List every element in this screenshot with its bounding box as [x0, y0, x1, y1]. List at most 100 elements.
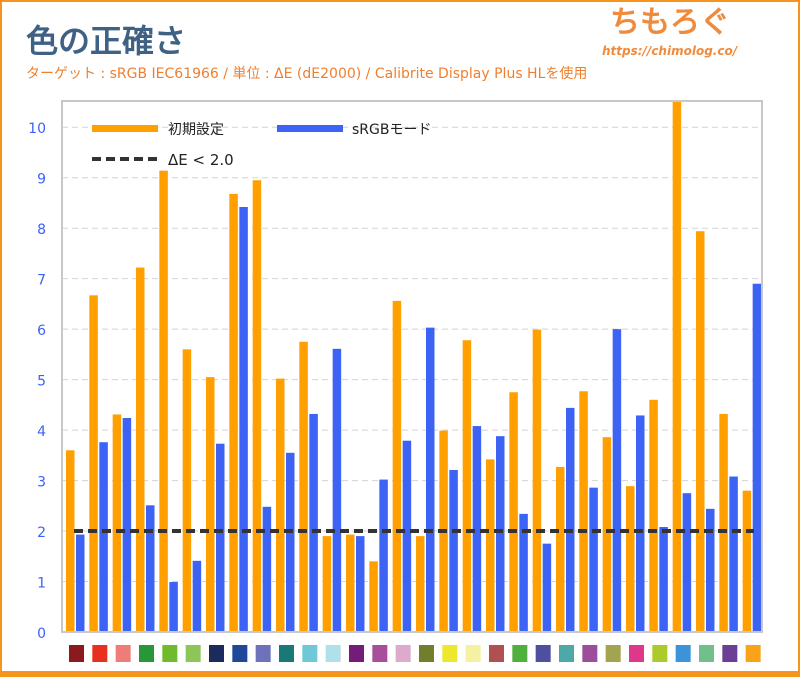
color-swatch — [722, 645, 738, 662]
bar-default — [556, 466, 565, 632]
bottom-accent-bar — [2, 671, 798, 675]
color-swatch — [535, 645, 551, 662]
y-tick-label: 10 — [28, 121, 46, 137]
bar-srgb — [402, 440, 412, 632]
bar-default — [159, 170, 168, 632]
color-swatch — [92, 645, 108, 662]
bar-srgb — [379, 479, 388, 632]
bar-srgb — [659, 527, 668, 632]
bar-srgb — [682, 493, 692, 632]
color-swatch — [232, 645, 248, 662]
bar-default — [89, 295, 98, 632]
color-swatch — [559, 645, 574, 662]
bar-srgb — [496, 436, 505, 632]
color-swatch — [302, 645, 318, 662]
color-swatch — [162, 645, 178, 662]
color-swatch — [489, 645, 504, 662]
bar-srgb — [542, 543, 552, 632]
bar-srgb — [752, 283, 762, 632]
color-swatch — [185, 645, 201, 662]
bar-default — [322, 536, 332, 632]
color-swatch — [699, 645, 714, 662]
y-tick-label: 6 — [37, 323, 46, 339]
bar-default — [252, 180, 262, 632]
bar-default — [742, 490, 752, 632]
legend-swatch-srgb — [277, 125, 343, 132]
color-swatch — [69, 645, 84, 662]
color-swatch — [675, 645, 691, 662]
plot-border — [61, 100, 763, 633]
color-swatch — [255, 645, 271, 662]
bar-default — [626, 486, 635, 632]
color-swatch — [465, 645, 481, 662]
bar-default — [112, 414, 122, 632]
chart-subtitle: ターゲット : sRGB IEC61966 / 単位 : ΔE (dE2000)… — [26, 66, 588, 82]
y-tick-label: 7 — [37, 273, 46, 289]
bar-srgb — [706, 508, 715, 632]
bar-srgb — [309, 413, 318, 632]
bar-default — [66, 450, 75, 632]
legend-label-default: 初期設定 — [168, 121, 224, 138]
bar-default — [276, 378, 285, 632]
logo-text: ちもろぐ — [610, 5, 730, 40]
color-swatch — [605, 645, 621, 662]
y-tick-label: 8 — [37, 222, 46, 238]
bar-default — [672, 102, 682, 632]
bar-default — [229, 193, 238, 632]
color-swatch — [582, 645, 598, 662]
y-tick-label: 4 — [37, 424, 46, 440]
y-tick-label: 3 — [37, 475, 46, 491]
bar-srgb — [472, 426, 482, 632]
y-tick-label: 5 — [37, 374, 46, 390]
legend-swatch-default — [92, 125, 158, 132]
bar-srgb — [146, 505, 155, 632]
bar-default — [299, 341, 308, 632]
bar-default — [649, 399, 658, 632]
bar-default — [369, 561, 378, 632]
color-swatch — [325, 645, 341, 662]
bar-default — [416, 536, 425, 632]
bar-srgb — [76, 534, 85, 632]
bar-srgb — [566, 407, 575, 632]
y-tick-label: 9 — [37, 172, 46, 188]
logo-url: https://chimolog.co/ — [602, 44, 738, 58]
bar-srgb — [239, 206, 248, 632]
color-swatch — [512, 645, 528, 662]
bar-default — [509, 392, 518, 632]
bar-srgb — [356, 536, 365, 632]
bar-srgb — [449, 469, 458, 632]
bar-srgb — [262, 506, 272, 632]
bar-default — [719, 413, 728, 632]
bar-srgb — [122, 417, 132, 632]
bar-default — [182, 349, 192, 632]
color-swatch — [629, 645, 644, 662]
bar-default — [206, 377, 215, 632]
color-swatch — [395, 645, 411, 662]
color-swatch — [115, 645, 131, 662]
color-swatch — [372, 645, 388, 662]
bar-default — [579, 391, 588, 632]
page-title: 色の正確さ — [26, 22, 187, 60]
bar-default — [602, 437, 612, 632]
bar-srgb — [612, 329, 622, 632]
color-swatch — [652, 645, 668, 662]
color-swatch — [209, 645, 224, 662]
y-tick-label: 2 — [37, 525, 46, 541]
bar-srgb — [426, 327, 435, 632]
site-logo: ちもろぐ https://chimolog.co/ — [602, 5, 798, 64]
color-swatch — [279, 645, 294, 662]
bar-srgb — [636, 415, 645, 632]
bar-srgb — [192, 560, 202, 632]
legend-label-srgb: sRGBモード — [352, 122, 431, 138]
bar-default — [392, 300, 402, 632]
color-swatch — [745, 645, 761, 662]
bar-default — [696, 231, 705, 632]
bar-srgb — [332, 348, 342, 632]
bar-srgb — [729, 476, 738, 632]
bar-srgb — [589, 487, 598, 632]
bar-srgb — [519, 513, 528, 632]
bar-srgb — [169, 582, 178, 632]
legend-label-reference: ΔE < 2.0 — [168, 151, 234, 169]
